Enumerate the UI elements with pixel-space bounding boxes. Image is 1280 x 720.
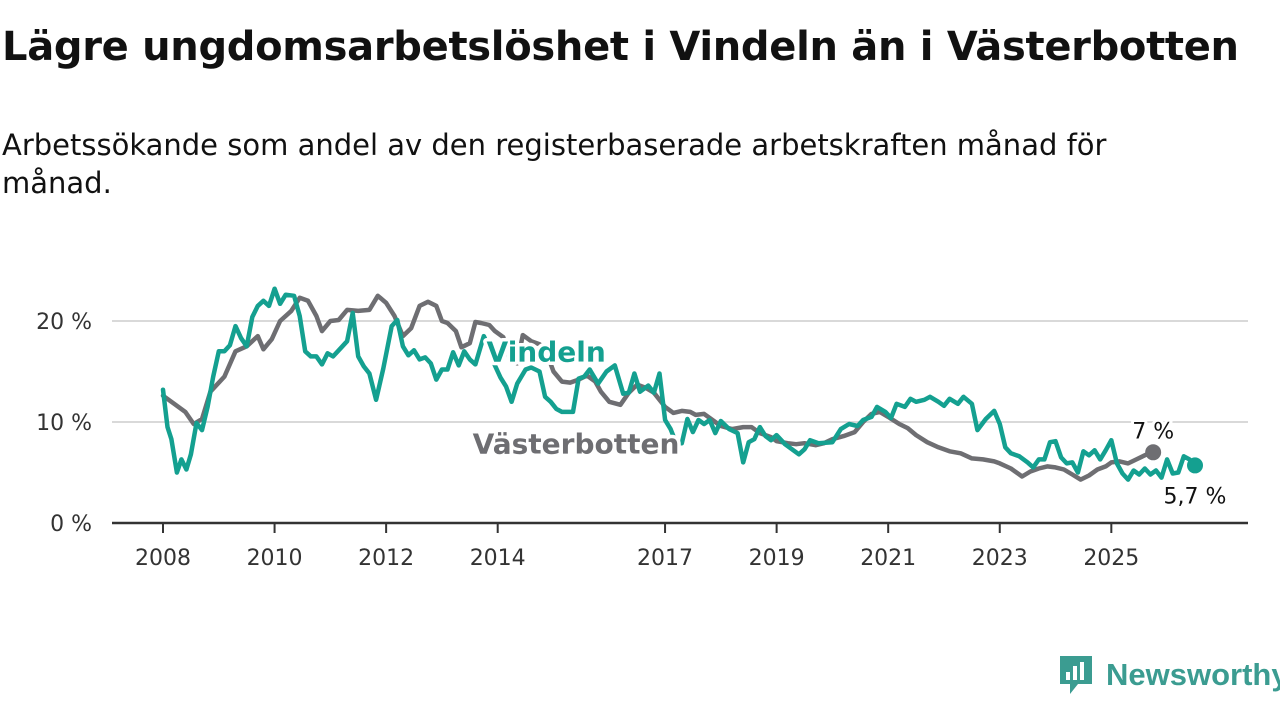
series-line-vindeln bbox=[160, 286, 1198, 482]
chart-subtitle: Arbetssökande som andel av den registerb… bbox=[2, 128, 1107, 200]
series-label-halo-v-sterbotten: Västerbotten bbox=[473, 427, 680, 460]
series-label-halo-vindeln: Vindeln bbox=[487, 335, 606, 368]
series-label-v-sterbotten: Västerbotten bbox=[473, 427, 680, 460]
end-value-v-sterbotten: 7 % bbox=[1132, 419, 1174, 444]
end-value-vindeln: 5,7 % bbox=[1164, 484, 1227, 509]
x-tick-label: 2019 bbox=[749, 546, 805, 571]
brand-name: Newsworthy bbox=[1106, 657, 1280, 692]
x-tick-label: 2021 bbox=[860, 546, 916, 571]
series-label-vindeln: Vindeln bbox=[487, 335, 606, 368]
end-value-halo-vindeln: 5,7 % bbox=[1164, 484, 1227, 509]
y-tick-label: 0 % bbox=[50, 512, 92, 537]
x-axis-ticks: 2008 2010 2012 2014 2017 2019 2021 2023 2025 bbox=[135, 523, 1139, 571]
newsworthy-brand[interactable]: Newsworthy bbox=[1058, 654, 1280, 696]
x-tick-label: 2008 bbox=[135, 546, 191, 571]
y-tick-label: 10 % bbox=[36, 411, 92, 436]
x-tick-label: 2017 bbox=[637, 546, 693, 571]
x-tick-label: 2010 bbox=[247, 546, 303, 571]
newsworthy-logo-icon bbox=[1060, 656, 1092, 694]
x-tick-label: 2023 bbox=[972, 546, 1028, 571]
x-tick-label: 2012 bbox=[358, 546, 414, 571]
x-tick-label: 2014 bbox=[470, 546, 526, 571]
end-point-v-sterbotten bbox=[1145, 444, 1162, 461]
y-axis-ticks: 0 % 10 % 20 % bbox=[36, 310, 92, 537]
end-point-vindeln bbox=[1187, 457, 1203, 474]
chart-title: Lägre ungdomsarbetslöshet i Vindeln än i… bbox=[2, 24, 1239, 70]
end-value-halo-v-sterbotten: 7 % bbox=[1132, 419, 1174, 444]
grid-lines bbox=[112, 320, 1248, 423]
y-tick-label: 20 % bbox=[36, 310, 92, 335]
x-tick-label: 2025 bbox=[1083, 546, 1139, 571]
series-lines bbox=[160, 286, 1198, 482]
